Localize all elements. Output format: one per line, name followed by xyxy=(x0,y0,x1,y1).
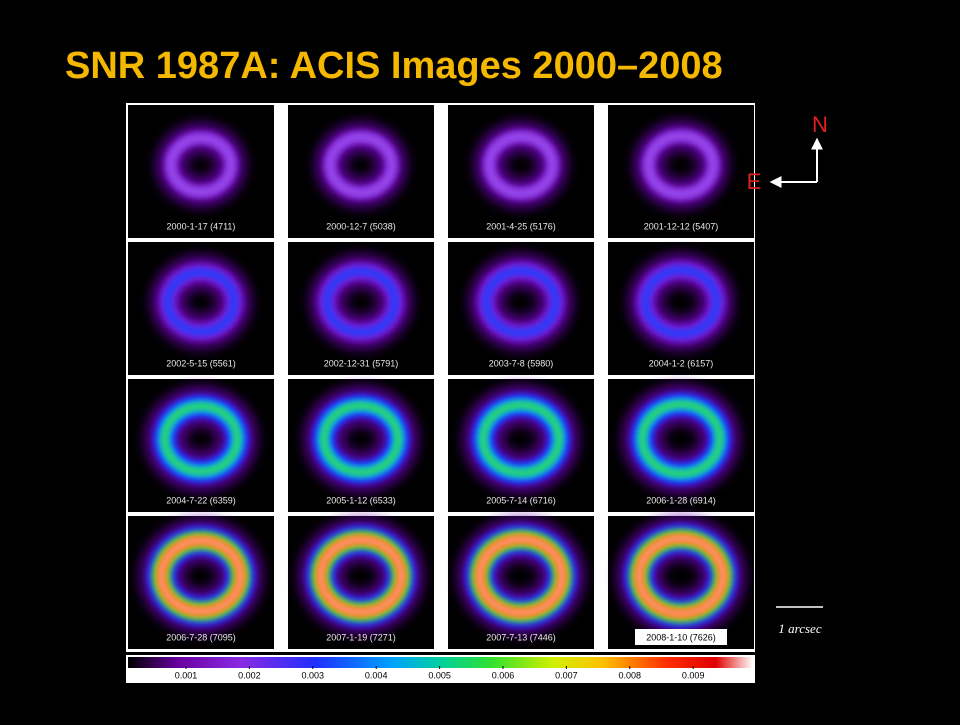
scale-label: 1 arcsec xyxy=(778,621,821,636)
panel-label: 2000-1-17 (4711) xyxy=(167,221,236,231)
image-panel: 2000-12-7 (5038) xyxy=(288,105,434,238)
colorbar-strip xyxy=(128,657,753,668)
label-box xyxy=(635,629,727,645)
remnant-ring xyxy=(161,402,241,476)
remnant-ring xyxy=(327,134,395,196)
remnant-ring xyxy=(478,537,564,615)
colorbar-tick-label: 0.004 xyxy=(365,670,388,680)
image-panel: 2002-5-15 (5561) xyxy=(128,242,274,375)
image-panel: 2001-12-12 (5407) xyxy=(608,105,754,238)
panel-label: 2000-12-7 (5038) xyxy=(326,221,396,231)
panel-label: 2004-1-2 (6157) xyxy=(649,358,714,368)
panel-label: 2006-7-28 (7095) xyxy=(166,632,236,642)
remnant-ring xyxy=(319,538,403,614)
image-panel: 2005-7-14 (6716) xyxy=(448,379,594,512)
image-panel: 2003-7-8 (5980) xyxy=(448,242,594,375)
colorbar-ticks: 0.001 0.002 0.003 0.004 0.005 0.006 0.007 0.008… xyxy=(175,666,705,680)
colorbar-tick-label: 0.003 xyxy=(302,670,325,680)
colorbar-tick-label: 0.005 xyxy=(428,670,451,680)
image-panel: 2000-1-17 (4711) xyxy=(128,105,274,238)
panel-label: 2001-4-25 (5176) xyxy=(486,221,556,231)
slide-title: SNR 1987A: ACIS Images 2000–2008 xyxy=(65,45,723,87)
image-panel: 2007-1-19 (7271) xyxy=(288,516,434,649)
remnant-ring xyxy=(645,132,717,198)
image-panel: 2006-1-28 (6914) xyxy=(608,379,754,512)
panel-label: 2001-12-12 (5407) xyxy=(644,221,719,231)
colorbar-tick-label: 0.001 xyxy=(175,670,198,680)
remnant-ring xyxy=(320,402,402,476)
panel-label: 2008-1-10 (7626) xyxy=(646,632,716,642)
colorbar-tick-label: 0.007 xyxy=(555,670,578,680)
image-panel: 2002-12-31 (5791) xyxy=(288,242,434,375)
colorbar-tick-label: 0.002 xyxy=(238,670,261,680)
panel-label: 2005-7-14 (6716) xyxy=(486,495,556,505)
remnant-ring xyxy=(637,537,725,615)
remnant-ring xyxy=(168,135,234,195)
remnant-ring xyxy=(323,267,399,337)
image-panel: 2006-7-28 (7095) xyxy=(128,516,274,649)
image-panel: 2001-4-25 (5176) xyxy=(448,105,594,238)
north-label: N xyxy=(812,112,828,137)
panel-grid: 2000-1-17 (4711) 2000-12-7 (5038) 2001-4-2… xyxy=(128,105,754,649)
panel-label: 2005-1-12 (6533) xyxy=(326,495,396,505)
remnant-ring xyxy=(486,133,556,197)
panel-label: 2002-5-15 (5561) xyxy=(166,358,236,368)
remnant-ring xyxy=(641,266,721,338)
remnant-ring xyxy=(479,401,563,477)
remnant-ring xyxy=(159,539,243,613)
panel-label: 2007-1-19 (7271) xyxy=(326,632,396,642)
remnant-ring xyxy=(482,266,560,338)
east-label: E xyxy=(747,169,762,194)
compass: N E xyxy=(747,112,828,194)
colorbar-tick-label: 0.008 xyxy=(619,670,642,680)
colorbar-tick-label: 0.009 xyxy=(682,670,705,680)
panel-label: 2006-1-28 (6914) xyxy=(646,495,716,505)
panel-label: 2002-12-31 (5791) xyxy=(324,358,399,368)
remnant-ring xyxy=(163,268,239,336)
panel-label: 2007-7-13 (7446) xyxy=(486,632,556,642)
panel-label: 2003-7-8 (5980) xyxy=(489,358,554,368)
colorbar: 0.001 0.002 0.003 0.004 0.005 0.006 0.007 0.008… xyxy=(126,655,755,683)
image-panel: 2004-1-2 (6157) xyxy=(608,242,754,375)
panel-label: 2004-7-22 (6359) xyxy=(166,495,236,505)
remnant-ring xyxy=(638,400,724,478)
image-panel: 2008-1-10 (7626) xyxy=(608,516,754,649)
image-panel: 2007-7-13 (7446) xyxy=(448,516,594,649)
image-panel: 2004-7-22 (6359) xyxy=(128,379,274,512)
colorbar-tick-label: 0.006 xyxy=(492,670,515,680)
image-panel: 2005-1-12 (6533) xyxy=(288,379,434,512)
